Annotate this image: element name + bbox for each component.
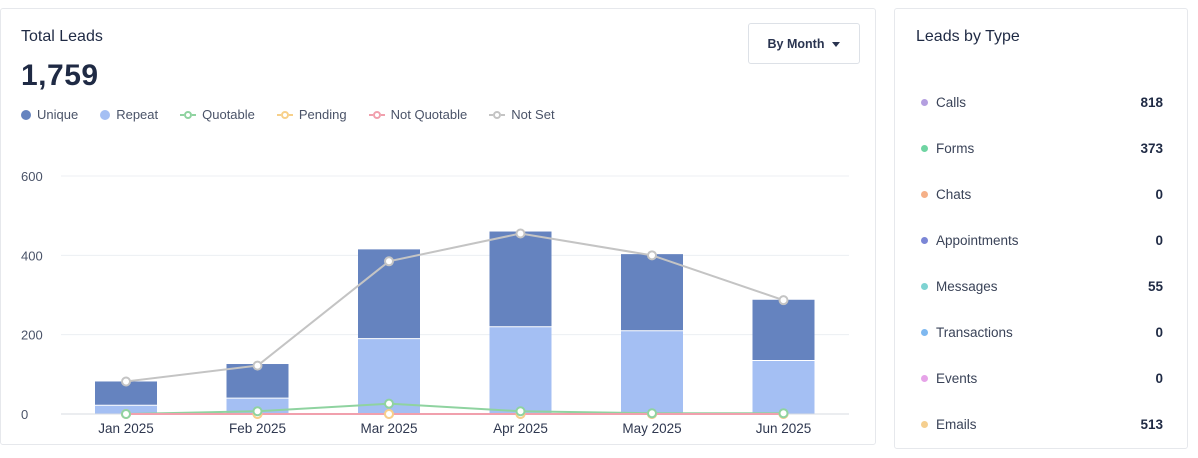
y-tick-label: 400 [21, 248, 43, 263]
bar-unique [752, 299, 815, 361]
type-label: Messages [936, 278, 998, 294]
type-row-events: Events 0 [921, 355, 1163, 401]
x-tick-label: May 2025 [622, 421, 681, 436]
legend-dot-icon [100, 109, 111, 120]
type-value: 818 [1140, 94, 1163, 110]
point-quotable [515, 406, 526, 417]
bar-repeat [489, 326, 552, 414]
legend-label: Pending [298, 107, 347, 122]
type-label: Events [936, 370, 978, 386]
line-quotable [125, 402, 784, 415]
x-tick-label: Feb 2025 [229, 421, 286, 436]
chevron-down-icon [832, 42, 841, 47]
type-label: Calls [936, 94, 967, 110]
line-not-set [125, 232, 784, 383]
type-label: Forms [936, 140, 975, 156]
point-not-set [647, 250, 657, 261]
type-value: 373 [1140, 140, 1163, 156]
type-row-chats: Chats 0 [921, 171, 1163, 217]
type-value: 0 [1155, 370, 1163, 386]
leads-chart: 0 200 400 600 Jan 2025 Feb 2025 Mar 2025 Apr 20… [21, 169, 849, 436]
type-value: 513 [1140, 416, 1163, 432]
x-tick-label: Apr 2025 [493, 421, 548, 436]
bar-repeat [752, 360, 815, 414]
point-not-set [121, 376, 131, 387]
type-value: 0 [1155, 186, 1163, 202]
bar-unique [489, 231, 552, 327]
legend-item-not-quotable[interactable]: Not Quotable [368, 107, 468, 122]
bar-unique [621, 254, 683, 331]
type-row-transactions: Transactions 0 [921, 309, 1163, 355]
legend-item-repeat[interactable]: Repeat [100, 107, 158, 122]
type-label: Chats [936, 186, 972, 202]
legend-label: Repeat [116, 107, 159, 122]
point-not-set [384, 256, 394, 267]
point-quotable [384, 398, 394, 409]
type-dot-icon [921, 420, 928, 428]
type-value: 55 [1147, 278, 1163, 294]
leads-by-type-list: Calls 818 Forms 373 Chats 0 Appointments 0 Messa… [921, 79, 1163, 447]
legend-label: Unique [37, 107, 79, 122]
type-row-calls: Calls 818 [921, 79, 1163, 125]
point-quotable [647, 408, 657, 419]
total-leads-value: 1,759 [21, 59, 99, 92]
point-not-set [778, 295, 789, 306]
legend-line-marker-icon [276, 110, 293, 119]
type-value: 0 [1155, 324, 1163, 340]
legend-dot-icon [21, 109, 31, 120]
type-dot-icon [921, 374, 928, 382]
point-not-set [252, 360, 263, 371]
period-dropdown-label: By Month [767, 36, 825, 51]
legend-line-marker-icon [180, 110, 197, 119]
x-tick-label: Mar 2025 [360, 421, 417, 436]
legend-item-pending[interactable]: Pending [276, 107, 347, 122]
y-tick-label: 600 [21, 169, 43, 184]
type-row-emails: Emails 513 [921, 401, 1163, 447]
type-row-messages: Messages 55 [921, 263, 1163, 309]
total-leads-card: Total Leads 1,759 By Month Unique Repeat Q… [0, 8, 876, 445]
point-not-set [515, 228, 526, 239]
type-dot-icon [921, 236, 928, 244]
legend-line-marker-icon [489, 110, 506, 119]
point-quotable [778, 408, 789, 419]
point-pending [384, 409, 394, 419]
type-dot-icon [921, 144, 928, 152]
legend-label: Not Quotable [390, 107, 468, 122]
legend-item-not-set[interactable]: Not Set [489, 107, 555, 122]
type-row-forms: Forms 373 [921, 125, 1163, 171]
total-leads-title: Total Leads [21, 28, 103, 45]
point-quotable [121, 409, 131, 419]
type-dot-icon [921, 282, 928, 290]
bar-unique [95, 381, 157, 406]
legend-item-unique[interactable]: Unique [21, 107, 78, 122]
legend-item-quotable[interactable]: Quotable [180, 107, 255, 122]
type-label: Transactions [936, 324, 1013, 340]
y-tick-label: 200 [21, 328, 43, 343]
point-quotable [252, 406, 263, 417]
x-tick-label: Jan 2025 [98, 421, 154, 436]
type-label: Appointments [936, 232, 1019, 248]
bar-repeat [621, 330, 683, 414]
period-dropdown[interactable]: By Month [748, 23, 860, 64]
type-dot-icon [921, 190, 928, 198]
type-dot-icon [921, 328, 928, 336]
chart-legend: Unique Repeat Quotable Pending Not Quotable N… [21, 107, 577, 122]
legend-line-marker-icon [368, 110, 385, 119]
leads-by-type-title: Leads by Type [916, 28, 1020, 45]
type-dot-icon [921, 98, 928, 106]
legend-label: Not Set [511, 107, 555, 122]
type-value: 0 [1155, 232, 1163, 248]
type-label: Emails [936, 416, 977, 432]
type-row-appointments: Appointments 0 [921, 217, 1163, 263]
x-tick-label: Jun 2025 [756, 421, 812, 436]
y-tick-label: 0 [21, 407, 28, 422]
leads-by-type-card: Leads by Type Calls 818 Forms 373 Chats 0 Appo… [894, 8, 1188, 449]
legend-label: Quotable [202, 107, 255, 122]
